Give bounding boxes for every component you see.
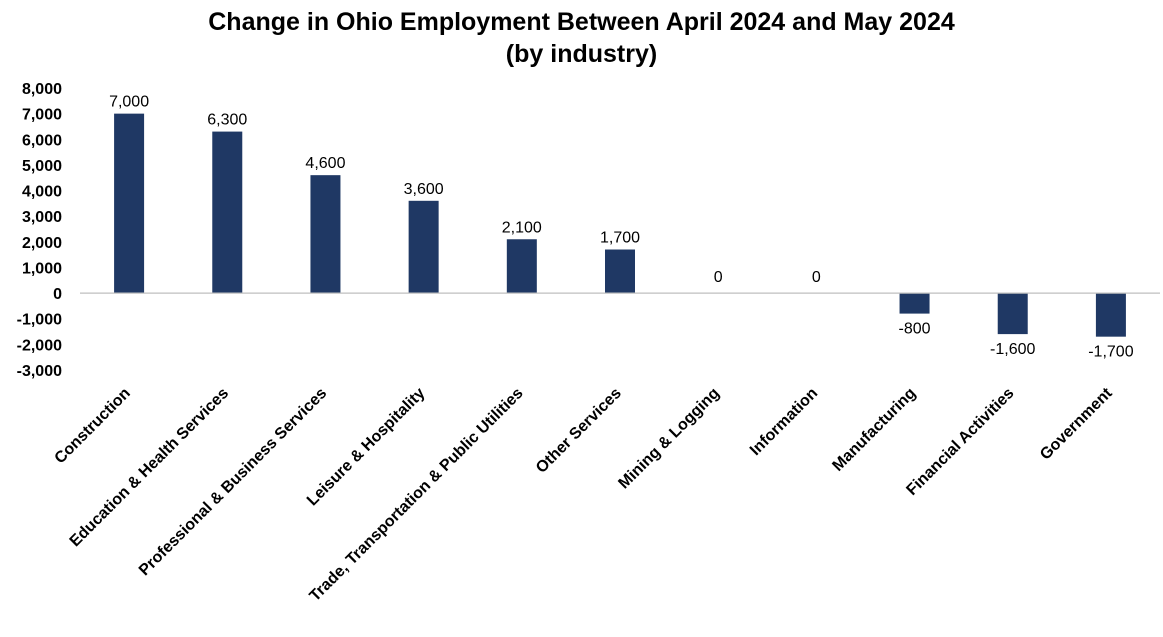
data-label: 7,000 [109, 94, 149, 111]
data-label: -800 [899, 321, 931, 338]
y-tick-label: -3,000 [17, 363, 62, 380]
chart-title: Change in Ohio Employment Between April … [0, 6, 1163, 70]
chart-subtitle: (by industry) [505, 40, 658, 68]
y-tick-label: 1,000 [22, 260, 62, 277]
bar [605, 249, 635, 294]
bar [114, 113, 145, 294]
data-label: 6,300 [207, 112, 247, 129]
data-label: 3,600 [404, 181, 444, 198]
bar [1095, 293, 1126, 337]
bar [506, 239, 537, 294]
x-tick-label: Government [1037, 384, 1116, 463]
y-tick-label: 4,000 [22, 184, 62, 201]
y-tick-label: 3,000 [22, 209, 62, 226]
bars-group [114, 113, 1126, 337]
data-label: -1,700 [1088, 344, 1133, 361]
data-labels-group: 7,000 6,300 4,600 3,600 2,100 1,700 0 0 -800 -1,6… [109, 94, 1134, 361]
x-tick-label: Information [747, 385, 821, 459]
x-tick-label: Trade, Transportation & Public Utilities [307, 385, 527, 605]
bar [408, 200, 439, 294]
data-label: 0 [714, 269, 723, 286]
y-tick-label: -1,000 [17, 312, 62, 329]
y-tick-label: 8,000 [22, 81, 62, 98]
y-tick-label: 0 [53, 286, 62, 303]
bar [997, 293, 1028, 335]
data-label: 4,600 [305, 155, 345, 172]
bar [899, 293, 930, 314]
bar [212, 131, 243, 294]
x-tick-label: Construction [52, 385, 134, 467]
chart-title-line: Change in Ohio Employment Between April … [208, 8, 955, 36]
y-axis: 8,000 7,000 6,000 5,000 4,000 3,000 2,000 1,000… [17, 81, 62, 380]
bar [310, 175, 341, 294]
x-tick-label: Mining & Logging [615, 385, 723, 493]
x-tick-label: Professional & Business Services [136, 385, 330, 579]
y-tick-label: -2,000 [17, 337, 62, 354]
data-label: 2,100 [502, 219, 542, 236]
x-tick-label: Financial Activities [903, 385, 1017, 499]
x-tick-label: Other Services [533, 385, 625, 477]
x-tick-label: Education & Health Services [67, 385, 233, 551]
y-tick-label: 2,000 [22, 235, 62, 252]
y-tick-label: 6,000 [22, 132, 62, 149]
x-tick-label: Manufacturing [829, 385, 919, 475]
data-label: 0 [812, 269, 821, 286]
y-tick-label: 5,000 [22, 158, 62, 175]
data-label: -1,600 [990, 341, 1035, 358]
data-label: 1,700 [600, 230, 640, 247]
y-tick-label: 7,000 [22, 107, 62, 124]
